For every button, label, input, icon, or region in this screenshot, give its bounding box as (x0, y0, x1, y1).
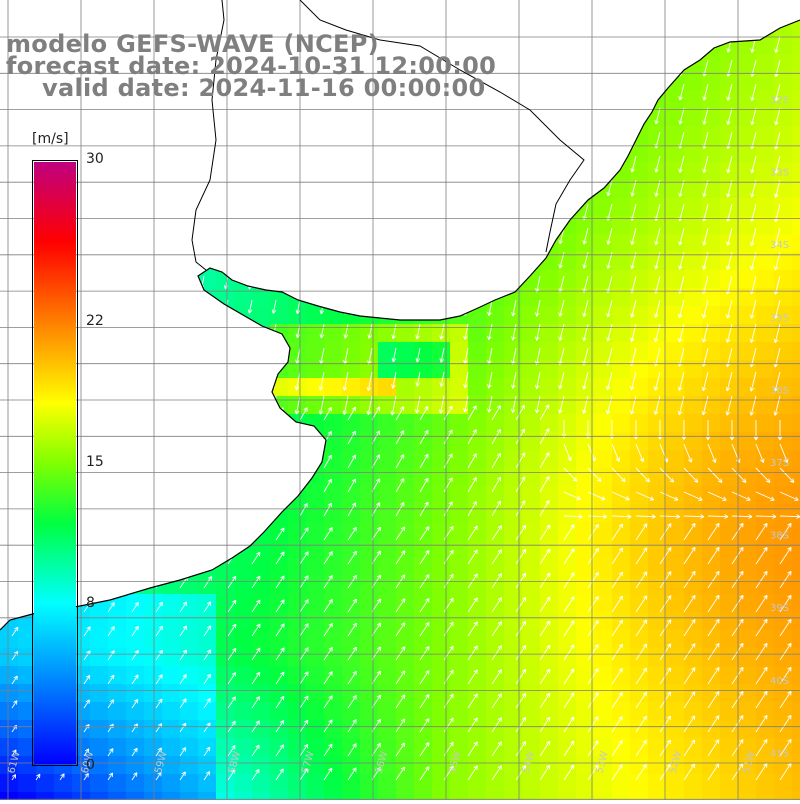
colorbar-tick-label: 15 (86, 455, 104, 469)
latitude-label: 33S (770, 168, 789, 179)
valid-date: valid date: 2024-11-16 00:00:00 (42, 76, 485, 100)
latitude-label: 34S (770, 240, 789, 251)
latitude-label: 32S (770, 95, 789, 106)
colorbar-tick-label: 0 (86, 758, 95, 772)
colorbar-tick-label: 8 (86, 596, 95, 610)
colorbar-tick-label: 22 (86, 314, 104, 328)
colorbar-gradient (34, 162, 76, 764)
colorbar-unit: [m/s] (32, 132, 69, 146)
latitude-label: 36S (770, 385, 789, 396)
colorbar (32, 160, 78, 766)
latitude-label: 39S (770, 603, 789, 614)
latitude-label: 38S (770, 531, 789, 542)
latitude-label: 40S (770, 676, 789, 687)
latitude-label: 37S (770, 458, 789, 469)
colorbar-tick-label: 30 (86, 152, 104, 166)
latitude-label: 35S (770, 313, 789, 324)
latitude-label: 41S (770, 748, 789, 759)
